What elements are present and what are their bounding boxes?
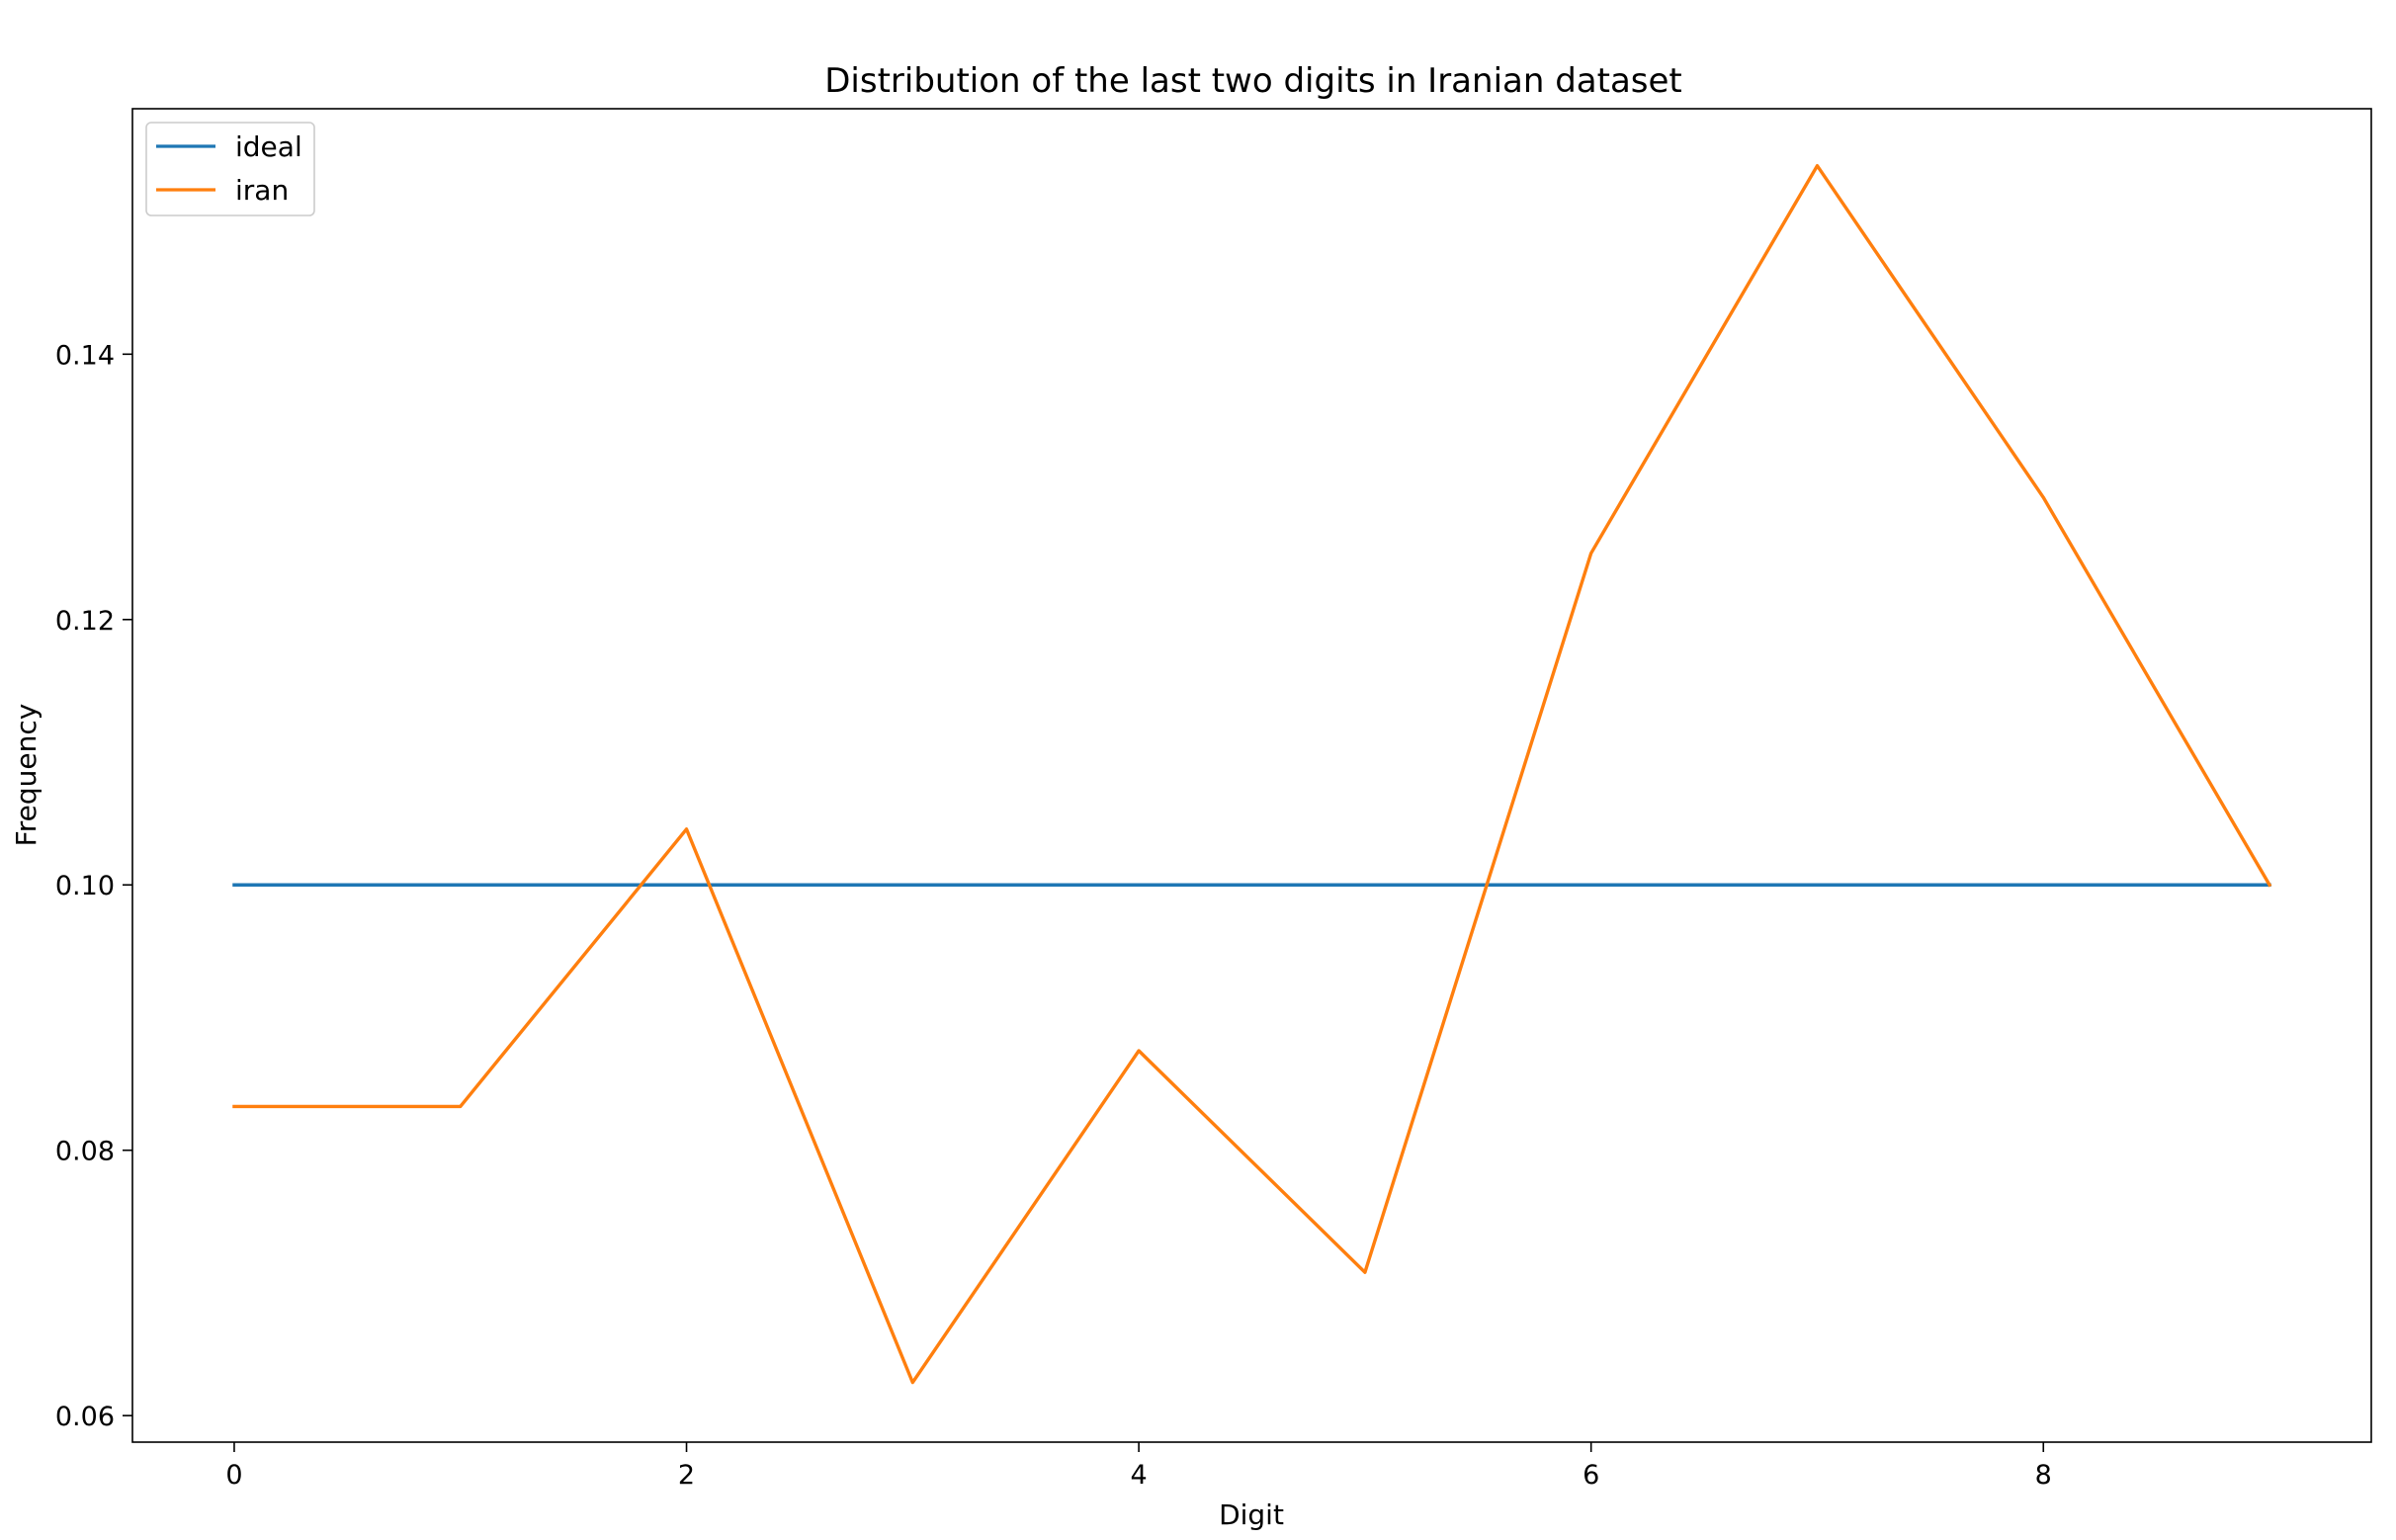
series-line-iran <box>232 164 2272 1385</box>
chart-title: Distribution of the last two digits in I… <box>824 61 1682 101</box>
x-axis-label: Digit <box>1219 1498 1284 1531</box>
x-tick-label: 8 <box>2035 1460 2052 1491</box>
legend-label-iran: iran <box>235 174 289 207</box>
y-tick-label: 0.14 <box>55 340 115 371</box>
x-tick-label: 0 <box>225 1460 242 1491</box>
y-axis-label: Frequency <box>10 704 43 847</box>
legend-label-ideal: ideal <box>235 130 302 163</box>
plot-area <box>232 164 2272 1385</box>
x-tick-label: 6 <box>1583 1460 1599 1491</box>
y-tick-label: 0.08 <box>55 1137 115 1167</box>
y-axis-ticks: 0.06 0.08 0.10 0.12 0.14 <box>55 340 132 1432</box>
x-tick-label: 4 <box>1131 1460 1148 1491</box>
plot-frame <box>131 108 2372 1443</box>
y-tick-label: 0.10 <box>55 871 115 901</box>
x-axis-ticks: 0 2 4 6 8 <box>225 1442 2052 1491</box>
y-tick-label: 0.12 <box>55 606 115 637</box>
legend: ideal iran <box>145 122 315 216</box>
y-tick-label: 0.06 <box>55 1402 115 1432</box>
x-tick-label: 2 <box>678 1460 695 1491</box>
